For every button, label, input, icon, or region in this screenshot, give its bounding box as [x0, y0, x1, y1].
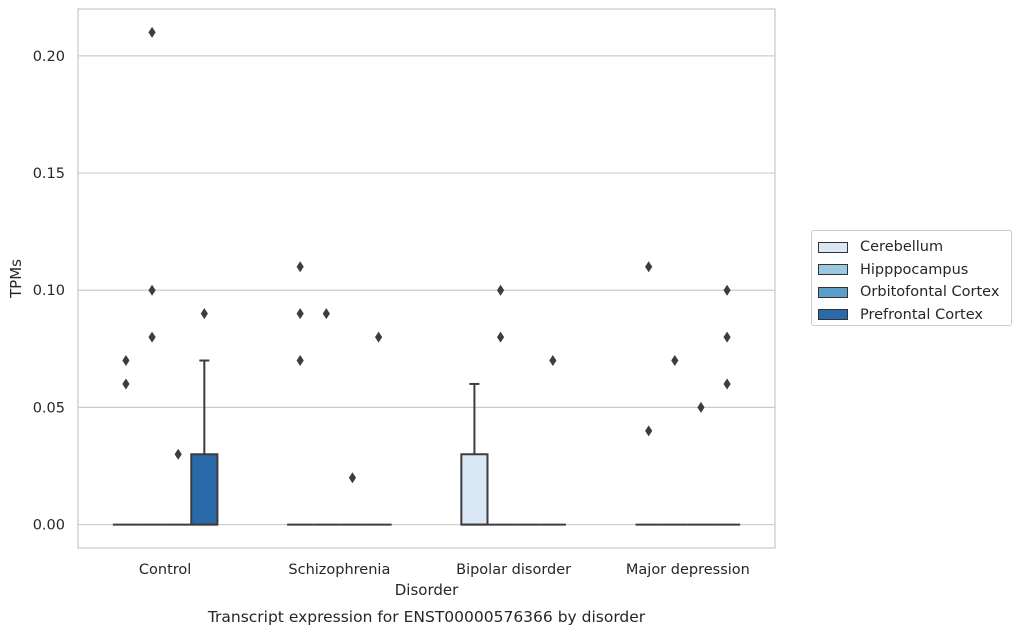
y-tick-labels: 0.00 0.05 0.10 0.15 0.20	[33, 49, 65, 534]
outlier-point	[723, 331, 731, 343]
outlier-point	[697, 401, 705, 413]
outlier-point	[374, 331, 383, 343]
gridlines	[78, 55, 775, 526]
legend-swatch	[818, 264, 848, 276]
outlier-point	[496, 284, 505, 296]
outlier-point	[174, 448, 182, 460]
outlier-point	[645, 425, 653, 437]
y-tick-label: 0.20	[33, 49, 65, 65]
legend-item: Cerebellum	[818, 236, 1011, 259]
outlier-point	[200, 308, 208, 320]
chart-caption: Transcript expression for ENST0000057636…	[207, 608, 646, 626]
legend-swatch	[818, 286, 848, 298]
x-tick-label: Schizophrenia	[288, 562, 390, 578]
x-tick-labels: Control Schizophrenia Bipolar disorder Majo…	[139, 562, 750, 578]
outlier-point	[496, 331, 505, 343]
outlier-point	[122, 378, 130, 390]
x-tick-label: Control	[139, 562, 191, 578]
legend-label: Hipppocampus	[860, 261, 969, 278]
box	[460, 453, 489, 526]
outlier-point	[296, 261, 304, 273]
outlier-points	[122, 26, 731, 484]
legend-swatch	[818, 309, 848, 321]
y-axis-label: TPMs	[7, 259, 25, 299]
x-tick-label: Bipolar disorder	[456, 562, 571, 578]
y-tick-label: 0.10	[33, 283, 65, 299]
legend-swatch	[818, 241, 848, 253]
x-axis-label: Disorder	[395, 581, 459, 599]
plot-area-border	[77, 8, 776, 549]
outlier-point	[148, 331, 156, 343]
legend-item: Hipppocampus	[818, 259, 1011, 282]
y-tick-label: 0.05	[33, 400, 65, 416]
box	[190, 453, 219, 526]
y-tick-label: 0.00	[33, 518, 65, 534]
outlier-point	[148, 26, 156, 38]
outlier-point	[723, 284, 731, 296]
legend-item: Prefrontal Cortex	[818, 304, 1011, 327]
outlier-point	[322, 308, 330, 320]
outlier-point	[348, 472, 357, 484]
legend-item: Orbitofontal Cortex	[818, 281, 1011, 304]
outlier-point	[296, 308, 304, 320]
legend-label: Prefrontal Cortex	[860, 306, 983, 323]
outlier-point	[671, 355, 679, 367]
legend-label: Orbitofontal Cortex	[860, 284, 1000, 301]
legend: Cerebellum Hipppocampus Orbitofontal Corte…	[811, 230, 1012, 326]
outlier-point	[296, 355, 304, 367]
x-tick-label: Major depression	[626, 562, 750, 578]
y-tick-label: 0.15	[33, 166, 65, 182]
outlier-point	[723, 378, 731, 390]
outlier-point	[549, 355, 557, 367]
legend-label: Cerebellum	[860, 239, 944, 256]
outlier-point	[148, 284, 156, 296]
outlier-point	[122, 355, 130, 367]
boxes	[112, 359, 741, 526]
outlier-point	[645, 261, 653, 273]
